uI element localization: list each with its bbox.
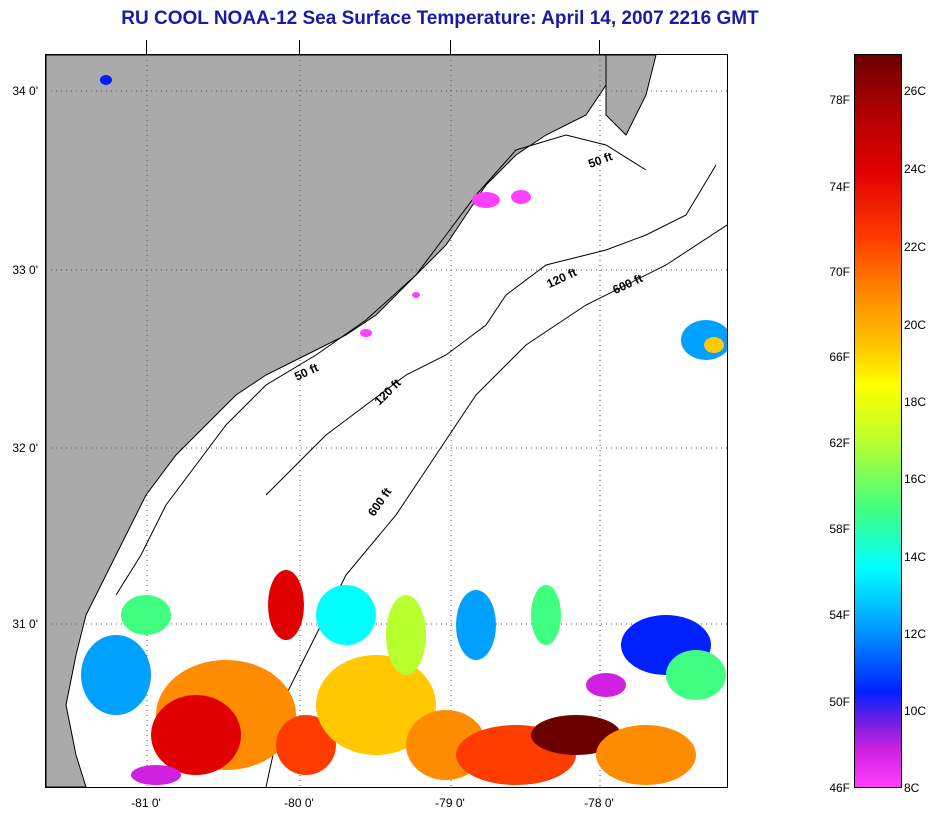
isobaths [115,134,727,787]
colorbar-c-label: 8C [904,781,920,795]
tick-top [146,40,147,54]
colorbar-f-label: 62F [829,436,850,450]
colorbar-c-label: 22C [904,240,927,254]
colorbar-f-label: 66F [829,350,850,364]
colorbar-f-label: 46F [829,781,850,795]
map-canvas [46,55,727,787]
colorbar-f-label: 58F [829,522,850,536]
colorbar-c-label: 24C [904,162,927,176]
colorbar-c-label: 20C [904,318,927,332]
colorbar-f-label: 74F [829,180,850,194]
tick-top [450,40,451,54]
lon-label-78: -78 0' [584,796,614,810]
land-northeast [605,55,657,136]
land-mass [46,55,617,787]
colorbar-c-label: 18C [904,395,927,409]
colorbar-c-label: 12C [904,627,927,641]
colorbar-f-label: 54F [829,608,850,622]
lon-label-80: -80 0' [284,796,314,810]
colorbar-c-label: 16C [904,472,927,486]
lat-label-33: 33 0' [12,263,38,277]
sst-map: 50 ft 120 ft 600 ft 50 ft 120 ft 600 ft [45,54,728,788]
colorbar-f-label: 50F [829,695,850,709]
sst-patches [81,75,727,785]
colorbar-c-label: 26C [904,84,927,98]
temperature-colorbar [854,54,902,788]
colorbar-f-label: 70F [829,265,850,279]
colorbar-c-label: 14C [904,550,927,564]
lat-label-32: 32 0' [12,441,38,455]
tick-top [599,40,600,54]
lon-label-81: -81 0' [131,796,161,810]
colorbar-c-label: 10C [904,704,927,718]
tick-top [299,40,300,54]
lat-label-34: 34 0' [12,84,38,98]
map-title: RU COOL NOAA-12 Sea Surface Temperature:… [121,8,759,29]
lat-label-31: 31 0' [12,617,38,631]
colorbar-f-label: 78F [829,93,850,107]
lon-label-79: -79 0' [435,796,465,810]
